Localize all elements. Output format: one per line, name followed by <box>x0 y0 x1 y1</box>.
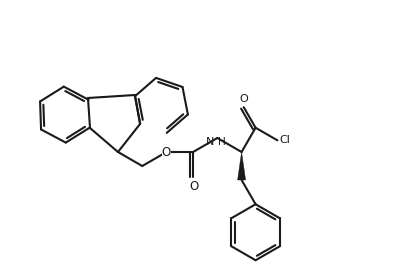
Text: O: O <box>239 94 248 104</box>
Text: O: O <box>162 145 171 158</box>
Polygon shape <box>238 152 246 180</box>
Text: Cl: Cl <box>280 135 290 145</box>
Text: O: O <box>190 180 199 193</box>
Text: N: N <box>206 137 214 147</box>
Text: H: H <box>218 137 226 147</box>
